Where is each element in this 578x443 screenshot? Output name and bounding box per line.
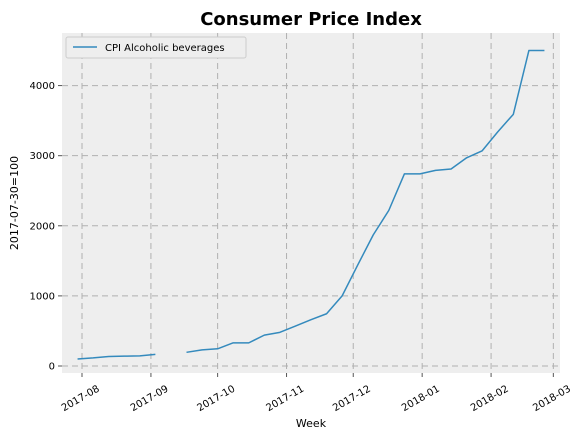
grid-lines xyxy=(62,33,560,373)
chart-title: Consumer Price Index xyxy=(200,9,422,30)
y-axis-label: 2017-07-30=100 xyxy=(8,156,21,250)
x-tick-label: 2017-12 xyxy=(331,384,373,414)
x-tick-label: 2018-01 xyxy=(400,384,442,414)
legend-box xyxy=(65,36,247,59)
legend: CPI Alcoholic beverages xyxy=(65,36,247,59)
x-tick-label: 2017-08 xyxy=(60,384,102,414)
series-line xyxy=(77,353,156,360)
y-tick-label: 1000 xyxy=(30,291,55,302)
x-axis-ticks: 2017-08 2017-09 2017-10 2017-11 2017-12 2018-… xyxy=(60,373,573,414)
y-tick-label: 4000 xyxy=(30,81,55,92)
y-axis-ticks: 0 1000 2000 3000 4000 xyxy=(30,81,62,372)
x-axis-label: Week xyxy=(296,417,327,430)
plot-area xyxy=(62,33,560,373)
x-tick-label: 2017-10 xyxy=(196,384,238,414)
x-tick-label: 2017-09 xyxy=(129,384,171,414)
x-tick-label: 2017-11 xyxy=(264,384,306,414)
y-tick-label: 0 xyxy=(49,361,55,372)
x-tick-label: 2018-03 xyxy=(531,384,573,414)
series-lines xyxy=(77,49,545,360)
y-tick-label: 2000 xyxy=(30,221,55,232)
series-line xyxy=(186,49,545,354)
y-tick-label: 3000 xyxy=(30,151,55,162)
legend-label: CPI Alcoholic beverages xyxy=(105,43,225,54)
x-tick-label: 2018-02 xyxy=(469,384,511,414)
